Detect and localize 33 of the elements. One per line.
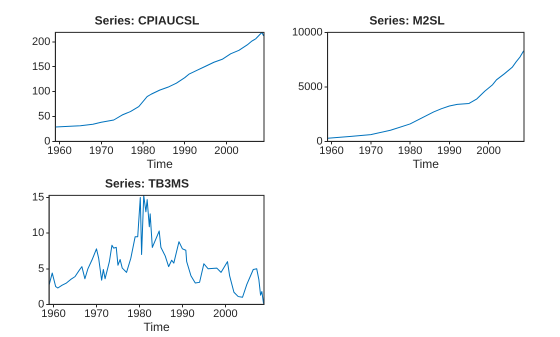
x-tick-label: 1990 [170,308,195,320]
x-tick-label: 1970 [84,308,109,320]
y-tick-label: 5000 [298,80,323,93]
y-tick-label: 100 [32,86,50,98]
x-tick-label: 1960 [319,145,344,158]
x-tick-label: 2000 [214,145,239,158]
x-axis-title: Time [146,157,174,172]
y-tick-label: 0 [38,298,44,310]
y-tick-label: 0 [316,135,323,148]
x-tick-label: 1990 [437,145,462,158]
chart-title: Series: CPIAUCSL [94,14,200,28]
x-tick-label: 1980 [130,145,156,158]
y-tick-label: 150 [32,60,50,73]
y-tick-label: 50 [38,110,50,123]
x-tick-label: 1980 [398,145,422,158]
y-tick-label: 200 [32,36,50,48]
x-axis-title: Time [412,157,440,172]
x-tick-label: 2000 [476,145,501,158]
x-axis-title: Time [144,320,170,334]
x-tick-label: 1970 [358,145,384,158]
x-tick-label: 2000 [213,308,238,320]
y-tick-label: 10 [32,227,44,240]
y-tick-label: 5 [38,262,44,275]
chart-title: Series: M2SL [369,14,445,28]
x-tick-label: 1970 [89,145,114,158]
chart-title: Series: TB3MS [104,176,190,191]
x-tick-label: 1980 [127,308,152,320]
y-tick-label: 0 [44,135,50,148]
x-tick-label: 1960 [47,145,72,158]
y-tick-label: 10000 [292,26,323,38]
x-tick-label: 1990 [172,145,197,158]
x-tick-label: 1960 [41,308,66,320]
y-tick-label: 15 [32,192,44,204]
